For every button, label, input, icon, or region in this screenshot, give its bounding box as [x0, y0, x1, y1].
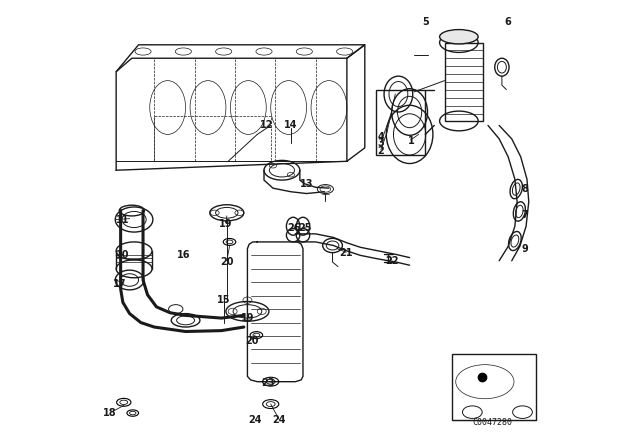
Text: 16: 16 [177, 250, 190, 260]
Text: 7: 7 [522, 210, 529, 220]
Text: 4: 4 [378, 132, 384, 142]
Text: 1: 1 [408, 136, 414, 146]
Text: 26: 26 [288, 224, 301, 233]
Text: 6: 6 [505, 17, 511, 26]
Text: 14: 14 [284, 121, 298, 130]
Text: 11: 11 [116, 215, 130, 224]
Text: 2: 2 [378, 146, 384, 156]
Text: 13: 13 [300, 179, 314, 189]
Bar [452, 354, 536, 420]
Bar [445, 43, 483, 121]
Text: 25: 25 [298, 224, 312, 233]
Text: 24: 24 [272, 415, 285, 425]
Text: 3: 3 [378, 138, 384, 148]
Text: 23: 23 [262, 378, 275, 388]
Text: 20: 20 [245, 336, 259, 346]
Text: 10: 10 [116, 250, 130, 260]
Text: 19: 19 [219, 219, 233, 229]
Text: 19: 19 [241, 313, 254, 323]
Text: 22: 22 [385, 256, 399, 266]
Text: 21: 21 [339, 248, 353, 258]
Text: 24: 24 [248, 415, 262, 425]
Text: C0047280: C0047280 [472, 418, 512, 426]
Ellipse shape [440, 30, 478, 44]
Text: 12: 12 [259, 121, 273, 130]
Text: 18: 18 [102, 408, 116, 418]
Text: 17: 17 [113, 280, 126, 289]
Bar [154, 116, 271, 161]
Text: 8: 8 [522, 184, 529, 194]
Text: 20: 20 [220, 257, 234, 267]
Text: 5: 5 [422, 17, 429, 26]
Text: 15: 15 [217, 295, 230, 305]
Bar [376, 90, 425, 155]
Text: 9: 9 [522, 244, 529, 254]
